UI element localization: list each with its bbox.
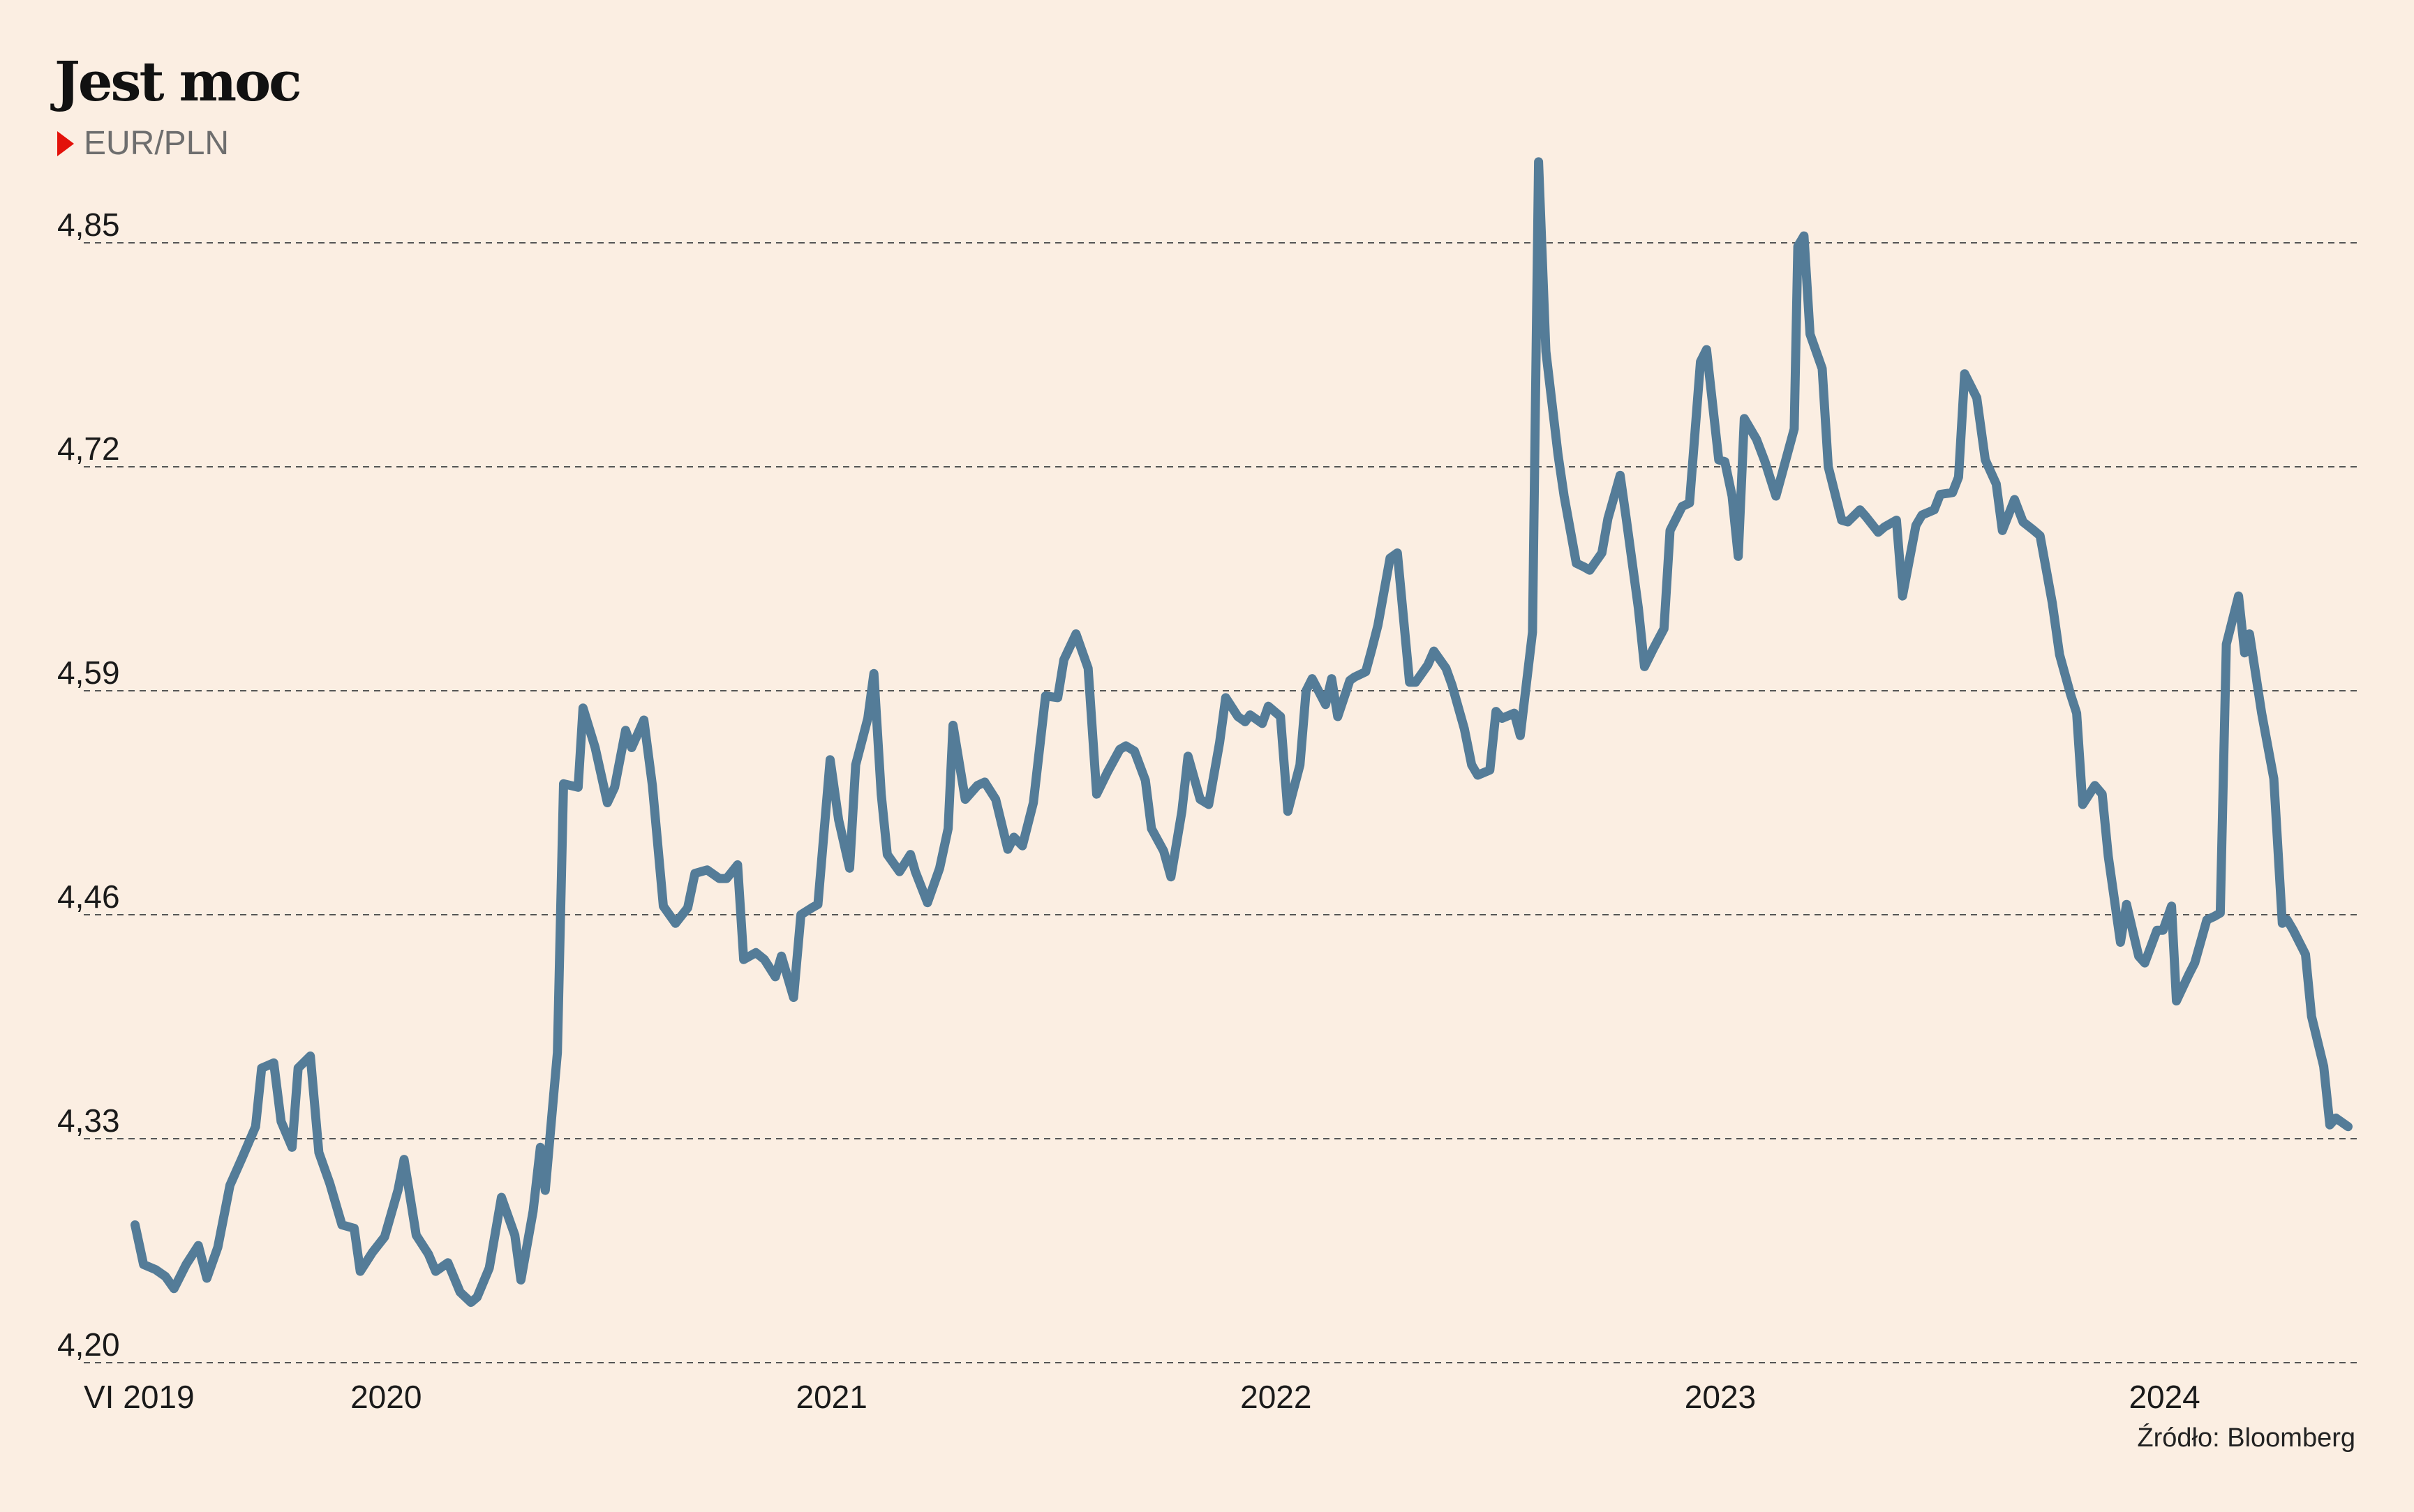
chart-title: Jest moc [54,50,302,114]
y-tick-label: 4,85 [57,207,120,243]
x-tick-label: 2021 [796,1379,867,1415]
y-tick-label: 4,46 [57,878,120,915]
series-line-eur-pln [131,157,2353,1308]
x-tick-label: 2020 [350,1379,422,1415]
x-tick-label: 2023 [1685,1379,1756,1415]
series-group [131,157,2353,1308]
play-marker-icon [57,130,74,156]
gridlines [84,242,2357,1363]
x-tick-label: 2024 [2129,1379,2200,1415]
x-tick-label: 2022 [1240,1379,1311,1415]
y-axis-ticks: 4,20 4,33 4,46 4,59 4,72 4,85 [57,207,120,1363]
chart-subtitle: EUR/PLN [57,124,229,163]
y-tick-label: 4,33 [57,1102,120,1139]
y-tick-label: 4,20 [57,1326,120,1363]
x-tick-label: VI 2019 [84,1379,195,1415]
y-tick-label: 4,72 [57,431,120,467]
subtitle-label: EUR/PLN [84,125,230,162]
y-tick-label: 4,59 [57,654,120,691]
source-note: Źródło: Bloomberg [2137,1423,2355,1453]
x-axis-ticks: VI 2019 2020 2021 2022 2023 2024 [84,1379,2200,1415]
